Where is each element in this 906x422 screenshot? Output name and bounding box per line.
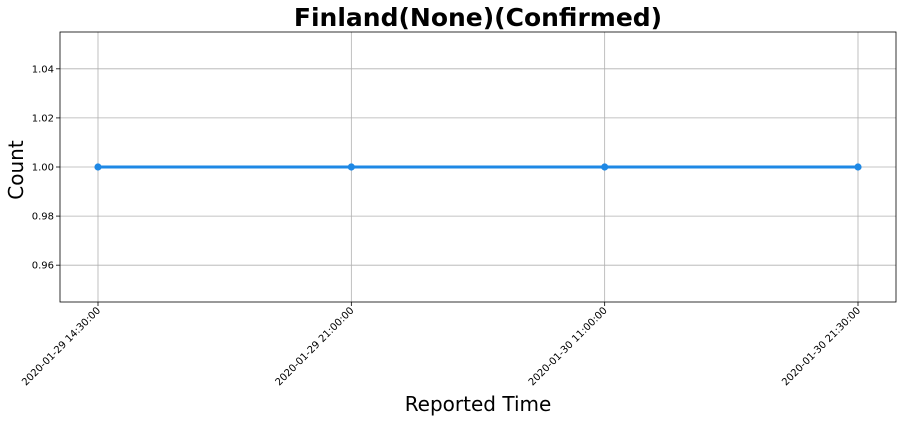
data-point (94, 163, 102, 171)
y-tick-label: 1.04 (32, 64, 54, 75)
y-tick-label: 0.96 (32, 261, 54, 272)
data-point (854, 163, 862, 171)
y-axis-label: Count (4, 140, 28, 200)
y-axis-ticks: 0.96 0.98 1.00 1.02 1.04 (32, 64, 60, 272)
chart-title: Finland(None)(Confirmed) (294, 3, 662, 32)
plot-area-frame (59, 31, 897, 303)
x-axis-label: Reported Time (405, 392, 552, 416)
data-point (347, 163, 355, 171)
series-layer (94, 163, 862, 171)
y-tick-label: 1.02 (32, 113, 54, 124)
y-tick-label: 1.00 (32, 163, 54, 174)
data-point (601, 163, 609, 171)
y-tick-label: 0.98 (32, 212, 54, 223)
